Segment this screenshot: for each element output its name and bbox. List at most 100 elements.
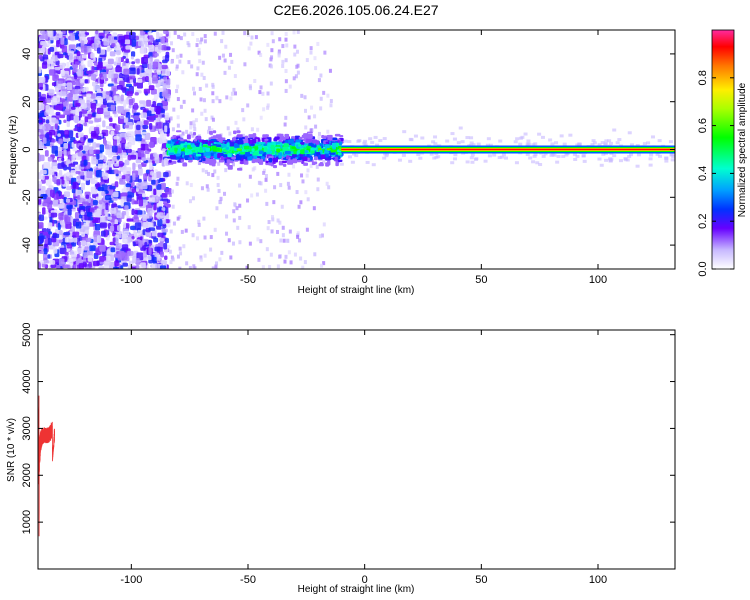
spectrogram-cell — [97, 186, 105, 192]
spectrogram-cell — [93, 85, 100, 91]
spectrogram-y-ticks: -40 -20 0 20 40 — [21, 48, 675, 253]
spectrogram-cell — [238, 183, 242, 188]
spectrogram-cell — [250, 127, 254, 132]
spectrogram-cell — [139, 46, 147, 54]
spectrogram-cell — [130, 225, 136, 230]
spectrogram-cell — [206, 187, 210, 192]
spectrogram-cell — [63, 119, 67, 123]
spectrogram-cell — [180, 159, 185, 163]
spectrogram-cell — [162, 148, 166, 152]
spectrogram-cell — [217, 161, 221, 166]
spectrogram-cell — [185, 181, 189, 186]
spectrogram-cell — [251, 158, 256, 164]
spectrogram-cell — [59, 220, 65, 225]
spectrogram-cell — [74, 61, 80, 65]
spectrogram-cell — [42, 253, 48, 262]
spectrogram-cell — [38, 214, 44, 222]
spectrogram-cell — [170, 59, 174, 64]
spectrogram-cell — [47, 30, 54, 37]
spectrogram-cell — [299, 153, 304, 157]
spectrogram-cell — [99, 82, 104, 88]
spectrogram-cell — [38, 119, 43, 123]
spectrogram-cell — [142, 250, 148, 258]
spectrogram-cell — [293, 52, 297, 57]
spectrogram-cell — [62, 264, 69, 268]
spectrogram-cell — [664, 156, 669, 160]
spectrogram-cell — [175, 89, 179, 94]
spectrogram-cell — [135, 58, 140, 64]
spectrogram-cell — [94, 223, 101, 231]
spectrogram-cell — [270, 229, 274, 234]
spectrogram-cell — [278, 254, 282, 259]
y-tick-label: 3000 — [21, 416, 33, 440]
spectrogram-cell — [47, 202, 53, 210]
spectrogram-cell — [72, 93, 79, 100]
spectrogram-cell — [213, 141, 217, 145]
spectrogram-cell — [108, 117, 113, 123]
spectrogram-cell — [99, 98, 104, 106]
spectrogram-cell — [161, 100, 169, 106]
spectrogram-cell — [600, 140, 605, 144]
spectrogram-cell — [313, 56, 317, 61]
spectrogram-cell — [115, 66, 123, 73]
spectrogram-cell — [74, 115, 79, 124]
spectrogram-cell — [211, 173, 215, 178]
spectrogram-cell — [141, 157, 147, 162]
spectrogram-cell — [514, 161, 519, 165]
x-tick-label: -50 — [240, 574, 256, 586]
spectrogram-cell — [210, 156, 214, 159]
spectrogram-cell — [59, 62, 66, 69]
spectrogram-cell — [88, 120, 94, 124]
spectrogram-cell — [38, 154, 45, 162]
spectrogram-cell — [229, 96, 233, 101]
spectrogram-cell — [100, 230, 106, 237]
spectrogram-cell — [78, 145, 84, 151]
spectrogram-cell — [291, 136, 296, 139]
spectrogram-cell — [172, 139, 178, 142]
spectrogram-cell — [370, 140, 375, 144]
spectrogram-cell — [128, 99, 134, 106]
spectrogram-cell — [44, 150, 49, 157]
spectrogram-cell — [138, 198, 144, 207]
spectrogram-cell — [159, 265, 167, 269]
spectrogram-cell — [227, 238, 231, 243]
spectrogram-cell — [548, 138, 553, 142]
spectrogram-cell — [72, 147, 78, 152]
spectrogram-cell — [629, 153, 634, 157]
spectrogram-cell — [103, 156, 107, 162]
spectrogram-cell — [52, 199, 59, 207]
spectrogram-cell — [142, 193, 146, 198]
spectrogram-cell — [303, 156, 308, 161]
spectrogram-cell — [266, 105, 270, 110]
spectrogram-cell — [240, 151, 246, 155]
spectrogram-cell — [314, 66, 318, 71]
spectrogram-cell — [182, 162, 187, 166]
spectrogram-cell — [152, 40, 159, 46]
spectrogram-cell — [207, 126, 211, 131]
spectrogram-cell — [533, 153, 538, 157]
spectrogram-cell — [100, 104, 107, 108]
spectrogram-cell — [285, 155, 290, 160]
spectrogram-cell — [226, 142, 230, 148]
spectrogram-cell — [236, 225, 240, 230]
spectrogram-cell — [116, 51, 121, 56]
spectrogram-cell — [562, 142, 567, 146]
spectrogram-cell — [123, 74, 130, 83]
spectrogram-cell — [120, 265, 124, 269]
spectrogram-cell — [113, 136, 120, 140]
spectrogram-cell — [44, 75, 49, 83]
spectrogram-cell — [139, 73, 144, 77]
spectrogram-cell — [299, 200, 303, 205]
spectrogram-cell — [88, 262, 93, 268]
spectrogram-cell — [178, 148, 182, 153]
spectrogram-cell — [103, 165, 110, 171]
spectrogram-cell — [109, 185, 116, 190]
spectrogram-cell — [185, 261, 189, 266]
spectrogram-cell — [581, 154, 586, 158]
spectrogram-cell — [287, 139, 294, 144]
spectrogram-cell — [103, 260, 111, 266]
spectrogram-cell — [408, 137, 413, 141]
spectrogram-cell — [93, 260, 100, 267]
spectrogram-cell — [224, 44, 228, 49]
spectrogram-cell — [142, 57, 148, 65]
